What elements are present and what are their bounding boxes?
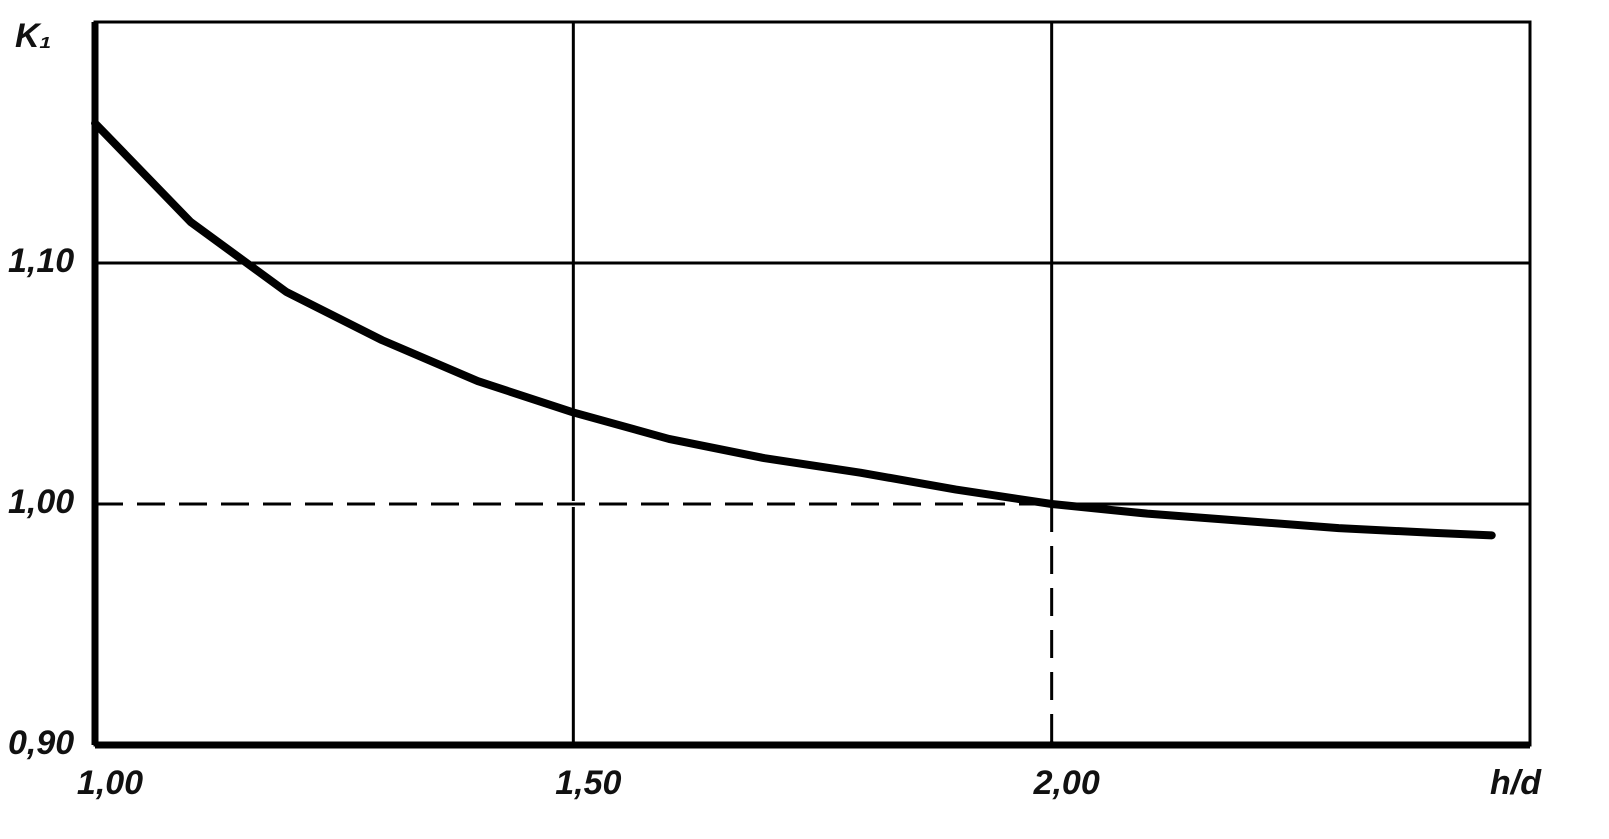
- y-axis-label: K₁: [15, 17, 52, 55]
- x-axis-label: h/d: [1490, 764, 1542, 802]
- x-tick-label: 1,50: [555, 764, 621, 802]
- x-tick-label: 1,00: [77, 764, 143, 802]
- y-tick-label: 1,10: [8, 242, 74, 280]
- plot-frame: [93, 20, 1532, 747]
- y-tick-label: 0,90: [8, 724, 74, 762]
- y-tick-label: 1,00: [8, 483, 74, 521]
- x-tick-label: 2,00: [1033, 764, 1100, 802]
- data-line: [91, 119, 1496, 540]
